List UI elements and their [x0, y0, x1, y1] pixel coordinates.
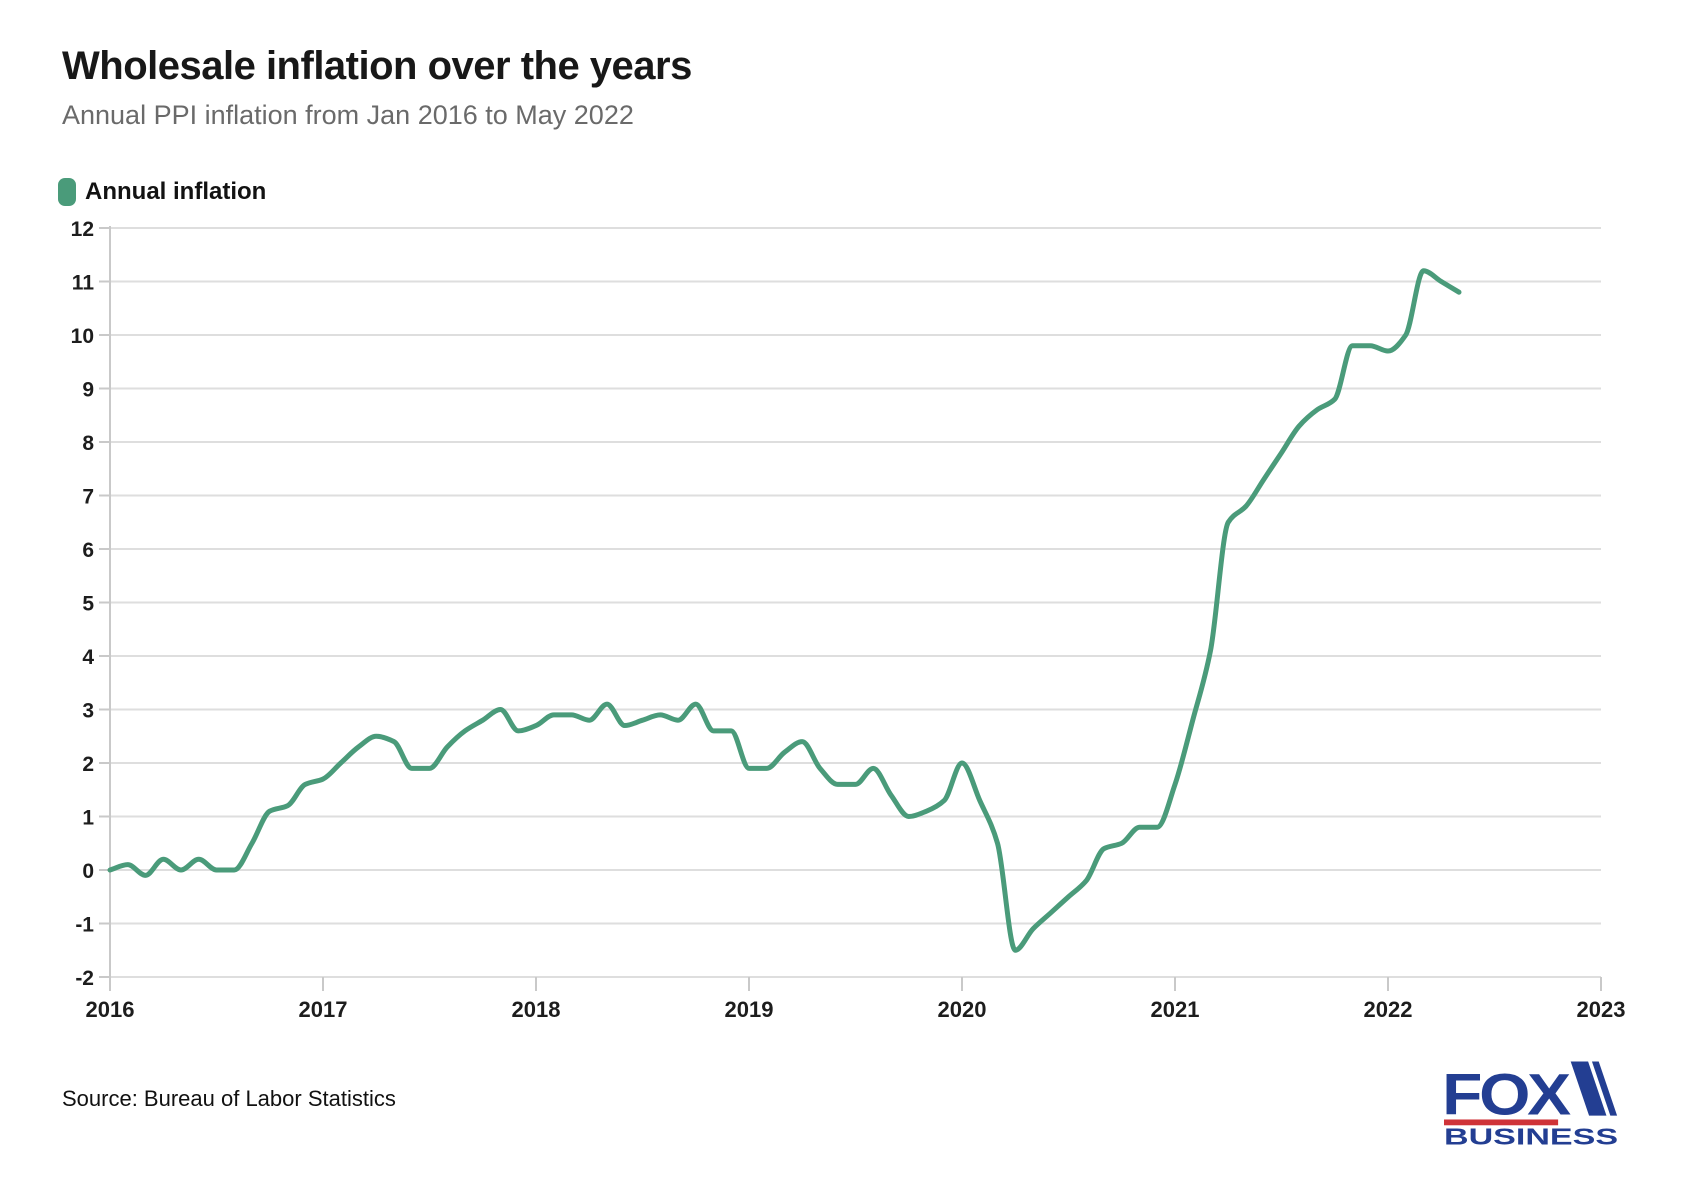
x-axis-label-2018: 2018: [512, 997, 561, 1022]
x-axis-label-2021: 2021: [1151, 997, 1200, 1022]
y-axis-label-10: 10: [71, 325, 94, 348]
y-axis-label-9: 9: [82, 379, 94, 402]
y-axis-label--2: -2: [75, 967, 94, 990]
y-axis-label-6: 6: [82, 539, 94, 562]
x-axis-label-2019: 2019: [725, 997, 774, 1022]
y-axis-label-12: 12: [71, 218, 94, 241]
logo-searchlight-beam-icon: [1570, 1061, 1607, 1116]
y-axis-label-0: 0: [82, 860, 94, 883]
x-axis-label-2017: 2017: [299, 997, 348, 1022]
source-note: Source: Bureau of Labor Statistics: [62, 1086, 396, 1111]
x-axis-label-2023: 2023: [1577, 997, 1626, 1022]
y-axis-label-5: 5: [82, 593, 94, 616]
y-axis-label-2: 2: [82, 753, 94, 776]
logo-business-text: BUSINESS: [1444, 1124, 1618, 1150]
y-axis-label-11: 11: [72, 272, 95, 295]
logo-searchlight-beam-icon: [1591, 1061, 1618, 1116]
y-axis-label-3: 3: [82, 700, 94, 723]
y-axis-label-7: 7: [82, 486, 94, 509]
legend-swatch-icon: [58, 178, 76, 206]
y-axis-label-1: 1: [82, 807, 94, 830]
fox-business-logo: FOX BUSINESS: [1444, 1061, 1618, 1150]
logo-fox-text: FOX: [1444, 1063, 1571, 1128]
legend-label: Annual inflation: [85, 178, 267, 205]
x-axis-label-2016: 2016: [86, 997, 135, 1022]
y-axis-label-4: 4: [82, 646, 94, 669]
x-axis-label-2022: 2022: [1364, 997, 1413, 1022]
annual-inflation-line: [107, 268, 1462, 953]
chart-subtitle: Annual PPI inflation from Jan 2016 to Ma…: [62, 100, 634, 130]
y-axis-label-8: 8: [82, 432, 94, 455]
y-axis-label--1: -1: [75, 914, 94, 937]
x-axis-label-2020: 2020: [938, 997, 987, 1022]
logo-red-bar: [1444, 1119, 1559, 1126]
page-title: Wholesale inflation over the years: [62, 44, 692, 88]
chart-legend: Annual inflation: [58, 178, 266, 206]
